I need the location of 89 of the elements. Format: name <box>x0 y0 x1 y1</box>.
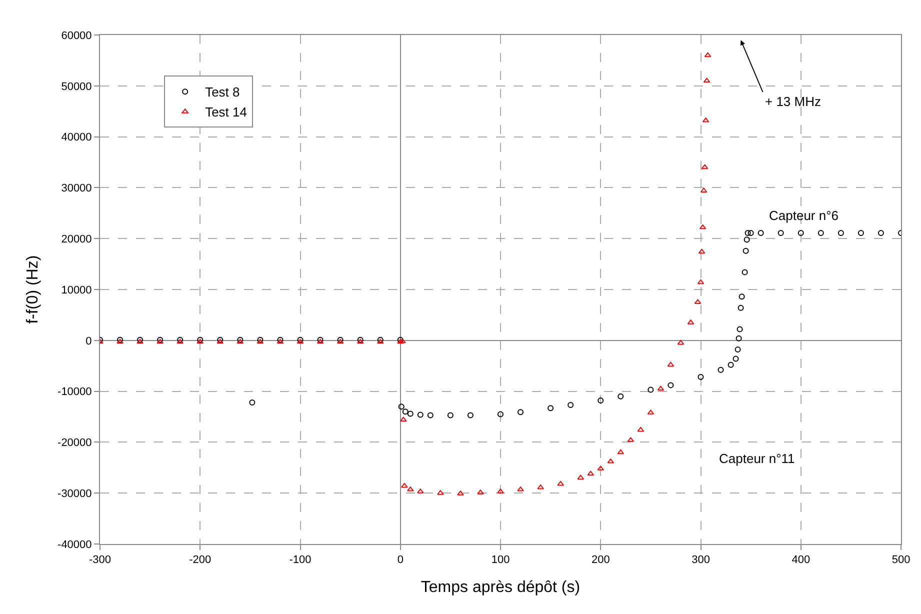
x-tick-label: 400 <box>792 554 810 566</box>
point <box>742 248 749 254</box>
legend-label: Test 14 <box>205 104 247 120</box>
point <box>878 230 884 236</box>
point <box>548 405 554 412</box>
point <box>598 397 604 404</box>
x-tick-label: 0 <box>397 554 404 566</box>
x-tick-label: -200 <box>189 554 212 566</box>
point <box>587 470 594 476</box>
annotation: + 13 MHz <box>765 94 821 109</box>
point <box>736 335 742 342</box>
point <box>447 412 454 418</box>
point <box>718 366 724 373</box>
y-tick-label: -30000 <box>58 488 92 500</box>
point <box>437 490 444 495</box>
point <box>703 78 710 83</box>
x-tick-label: 200 <box>591 554 610 566</box>
point <box>701 164 708 170</box>
annotation: Capteur n°6 <box>769 208 839 223</box>
point <box>249 400 256 406</box>
point <box>400 482 408 488</box>
point <box>498 411 504 418</box>
point <box>677 340 684 345</box>
point <box>477 490 484 494</box>
point <box>732 356 739 362</box>
y-axis-title: f-f(0) (Hz) <box>24 255 42 324</box>
legend-label: Test 8 <box>205 84 240 100</box>
point <box>568 402 574 408</box>
point <box>748 230 754 236</box>
y-tick-label: 60000 <box>61 30 92 42</box>
point <box>734 346 741 353</box>
y-tick-label: 0 <box>86 335 92 348</box>
point <box>577 474 584 480</box>
point <box>697 279 704 284</box>
point <box>738 294 745 300</box>
point <box>618 393 624 400</box>
y-tick-label: 40000 <box>61 132 92 144</box>
x-tick-label: -300 <box>88 554 112 566</box>
point <box>557 480 564 486</box>
point <box>518 409 524 416</box>
point <box>537 484 544 490</box>
point <box>427 412 434 418</box>
point <box>858 230 864 236</box>
x-axis-title: Temps après dépôt (s) <box>420 578 580 596</box>
x-tick-label: 300 <box>692 554 710 566</box>
point <box>657 386 664 391</box>
point <box>758 230 764 236</box>
point <box>407 410 414 417</box>
point <box>637 426 644 432</box>
point <box>517 486 524 492</box>
point <box>398 338 406 344</box>
point <box>698 374 704 380</box>
y-tick-label: 20000 <box>61 233 92 246</box>
y-tick-label: 50000 <box>61 80 92 93</box>
y-tick-label: -40000 <box>58 538 92 551</box>
point <box>398 404 404 410</box>
x-tick-label: -100 <box>289 554 312 566</box>
point <box>778 230 784 236</box>
point <box>699 224 706 230</box>
point <box>667 362 674 367</box>
point <box>736 326 743 332</box>
point <box>457 490 464 496</box>
x-tick-label: 100 <box>491 554 510 566</box>
point <box>704 52 712 58</box>
point <box>497 488 504 494</box>
y-tick-label: 10000 <box>61 284 92 296</box>
y-tick-label: 30000 <box>61 182 92 195</box>
point <box>417 412 424 418</box>
point <box>742 269 748 276</box>
y-tick-label: -20000 <box>58 437 92 450</box>
point <box>838 230 844 236</box>
point <box>668 382 674 388</box>
y-tick-label: -10000 <box>58 386 92 398</box>
point <box>417 488 424 494</box>
point <box>402 408 408 415</box>
x-tick-label: 500 <box>892 554 910 566</box>
point <box>818 230 824 236</box>
point <box>744 230 751 236</box>
point <box>798 230 804 236</box>
point <box>467 412 474 418</box>
point <box>744 236 750 243</box>
point <box>400 416 407 422</box>
point <box>617 449 624 454</box>
annotation: Capteur n°11 <box>719 451 795 466</box>
point <box>648 386 654 393</box>
point <box>698 248 706 254</box>
point <box>738 304 744 311</box>
point <box>407 486 414 492</box>
point <box>728 362 734 368</box>
